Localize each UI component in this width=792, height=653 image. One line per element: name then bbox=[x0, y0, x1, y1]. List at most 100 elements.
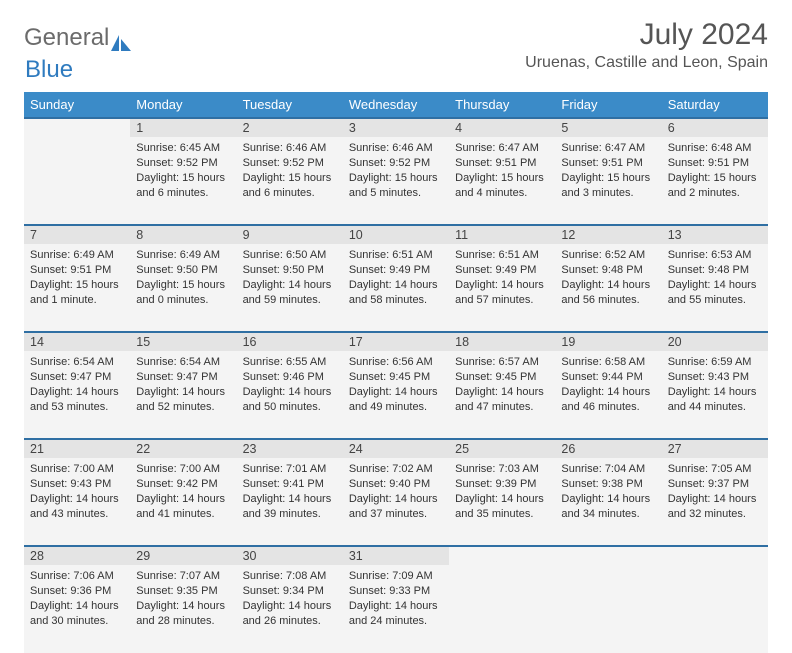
daylight-line: Daylight: 14 hours and 58 minutes. bbox=[349, 278, 443, 308]
daylight-line: Daylight: 14 hours and 57 minutes. bbox=[455, 278, 549, 308]
sunrise-line: Sunrise: 6:45 AM bbox=[136, 141, 230, 156]
sunset-line: Sunset: 9:37 PM bbox=[668, 477, 762, 492]
day-number: 13 bbox=[662, 225, 768, 244]
empty-details bbox=[449, 565, 555, 653]
location: Uruenas, Castille and Leon, Spain bbox=[525, 54, 768, 72]
daylight-line: Daylight: 14 hours and 41 minutes. bbox=[136, 492, 230, 522]
day-number: 12 bbox=[555, 225, 661, 244]
calendar-table: Sunday Monday Tuesday Wednesday Thursday… bbox=[24, 92, 768, 653]
daylight-line: Daylight: 15 hours and 3 minutes. bbox=[561, 171, 655, 201]
daylight-line: Daylight: 15 hours and 1 minute. bbox=[30, 278, 124, 308]
day-details: Sunrise: 6:58 AMSunset: 9:44 PMDaylight:… bbox=[555, 351, 661, 439]
day-number: 5 bbox=[555, 118, 661, 137]
daylight-line: Daylight: 14 hours and 30 minutes. bbox=[30, 599, 124, 629]
week-details-row: Sunrise: 6:54 AMSunset: 9:47 PM Daylight:… bbox=[24, 351, 768, 439]
sunrise-line: Sunrise: 6:52 AM bbox=[561, 248, 655, 263]
day-number: 3 bbox=[343, 118, 449, 137]
title-block: July 2024 Uruenas, Castille and Leon, Sp… bbox=[525, 18, 768, 72]
sunset-line: Sunset: 9:47 PM bbox=[136, 370, 230, 385]
daylight-line: Daylight: 14 hours and 35 minutes. bbox=[455, 492, 549, 522]
sunset-line: Sunset: 9:43 PM bbox=[668, 370, 762, 385]
empty-daynum bbox=[662, 546, 768, 565]
sunrise-line: Sunrise: 6:57 AM bbox=[455, 355, 549, 370]
sunset-line: Sunset: 9:50 PM bbox=[243, 263, 337, 278]
sunset-line: Sunset: 9:42 PM bbox=[136, 477, 230, 492]
day-details: Sunrise: 6:49 AMSunset: 9:50 PMDaylight:… bbox=[130, 244, 236, 332]
day-details: Sunrise: 6:51 AMSunset: 9:49 PMDaylight:… bbox=[343, 244, 449, 332]
logo-sail-icon bbox=[111, 30, 131, 46]
sunrise-line: Sunrise: 7:07 AM bbox=[136, 569, 230, 584]
weekday-header: Sunday bbox=[24, 92, 130, 118]
weekday-header: Tuesday bbox=[237, 92, 343, 118]
daylight-line: Daylight: 14 hours and 55 minutes. bbox=[668, 278, 762, 308]
daylight-line: Daylight: 14 hours and 24 minutes. bbox=[349, 599, 443, 629]
day-details: Sunrise: 6:51 AMSunset: 9:49 PMDaylight:… bbox=[449, 244, 555, 332]
daylight-line: Daylight: 14 hours and 59 minutes. bbox=[243, 278, 337, 308]
daylight-line: Daylight: 14 hours and 39 minutes. bbox=[243, 492, 337, 522]
day-number: 19 bbox=[555, 332, 661, 351]
sunset-line: Sunset: 9:52 PM bbox=[136, 156, 230, 171]
daylight-line: Daylight: 14 hours and 43 minutes. bbox=[30, 492, 124, 522]
sunset-line: Sunset: 9:36 PM bbox=[30, 584, 124, 599]
sunset-line: Sunset: 9:45 PM bbox=[455, 370, 549, 385]
sunrise-line: Sunrise: 7:09 AM bbox=[349, 569, 443, 584]
sunrise-line: Sunrise: 6:50 AM bbox=[243, 248, 337, 263]
day-number: 28 bbox=[24, 546, 130, 565]
empty-daynum bbox=[24, 118, 130, 137]
sunrise-line: Sunrise: 7:00 AM bbox=[30, 462, 124, 477]
sunset-line: Sunset: 9:51 PM bbox=[455, 156, 549, 171]
daylight-line: Daylight: 15 hours and 5 minutes. bbox=[349, 171, 443, 201]
weekday-header: Wednesday bbox=[343, 92, 449, 118]
day-number: 6 bbox=[662, 118, 768, 137]
day-number: 16 bbox=[237, 332, 343, 351]
day-details: Sunrise: 6:47 AMSunset: 9:51 PMDaylight:… bbox=[555, 137, 661, 225]
logo-word1: General bbox=[24, 24, 109, 52]
day-details: Sunrise: 6:47 AMSunset: 9:51 PMDaylight:… bbox=[449, 137, 555, 225]
week-daynum-row: 21222324252627 bbox=[24, 439, 768, 458]
weekday-header: Monday bbox=[130, 92, 236, 118]
sunrise-line: Sunrise: 6:54 AM bbox=[136, 355, 230, 370]
sunset-line: Sunset: 9:40 PM bbox=[349, 477, 443, 492]
sunset-line: Sunset: 9:50 PM bbox=[136, 263, 230, 278]
daylight-line: Daylight: 14 hours and 50 minutes. bbox=[243, 385, 337, 415]
sunrise-line: Sunrise: 6:58 AM bbox=[561, 355, 655, 370]
daylight-line: Daylight: 15 hours and 6 minutes. bbox=[136, 171, 230, 201]
day-details: Sunrise: 7:04 AMSunset: 9:38 PMDaylight:… bbox=[555, 458, 661, 546]
sunrise-line: Sunrise: 6:49 AM bbox=[136, 248, 230, 263]
sunset-line: Sunset: 9:51 PM bbox=[668, 156, 762, 171]
sunrise-line: Sunrise: 6:48 AM bbox=[668, 141, 762, 156]
day-details: Sunrise: 7:03 AMSunset: 9:39 PMDaylight:… bbox=[449, 458, 555, 546]
empty-details bbox=[662, 565, 768, 653]
sunset-line: Sunset: 9:41 PM bbox=[243, 477, 337, 492]
daylight-line: Daylight: 14 hours and 37 minutes. bbox=[349, 492, 443, 522]
day-number: 22 bbox=[130, 439, 236, 458]
sunrise-line: Sunrise: 6:47 AM bbox=[455, 141, 549, 156]
day-number: 10 bbox=[343, 225, 449, 244]
week-daynum-row: 78910111213 bbox=[24, 225, 768, 244]
day-number: 31 bbox=[343, 546, 449, 565]
sunrise-line: Sunrise: 6:46 AM bbox=[349, 141, 443, 156]
weekday-header: Friday bbox=[555, 92, 661, 118]
day-number: 14 bbox=[24, 332, 130, 351]
day-details: Sunrise: 7:01 AMSunset: 9:41 PMDaylight:… bbox=[237, 458, 343, 546]
day-details: Sunrise: 6:55 AMSunset: 9:46 PMDaylight:… bbox=[237, 351, 343, 439]
day-number: 27 bbox=[662, 439, 768, 458]
day-number: 4 bbox=[449, 118, 555, 137]
day-details: Sunrise: 6:52 AMSunset: 9:48 PMDaylight:… bbox=[555, 244, 661, 332]
daylight-line: Daylight: 15 hours and 0 minutes. bbox=[136, 278, 230, 308]
weekday-header: Thursday bbox=[449, 92, 555, 118]
week-daynum-row: 123456 bbox=[24, 118, 768, 137]
day-number: 2 bbox=[237, 118, 343, 137]
sunrise-line: Sunrise: 6:49 AM bbox=[30, 248, 124, 263]
day-details: Sunrise: 6:54 AMSunset: 9:47 PMDaylight:… bbox=[24, 351, 130, 439]
day-details: Sunrise: 7:09 AMSunset: 9:33 PMDaylight:… bbox=[343, 565, 449, 653]
day-details: Sunrise: 6:57 AMSunset: 9:45 PMDaylight:… bbox=[449, 351, 555, 439]
week-daynum-row: 14151617181920 bbox=[24, 332, 768, 351]
daylight-line: Daylight: 14 hours and 44 minutes. bbox=[668, 385, 762, 415]
sunrise-line: Sunrise: 7:02 AM bbox=[349, 462, 443, 477]
sunrise-line: Sunrise: 6:53 AM bbox=[668, 248, 762, 263]
day-details: Sunrise: 7:05 AMSunset: 9:37 PMDaylight:… bbox=[662, 458, 768, 546]
week-details-row: Sunrise: 6:49 AMSunset: 9:51 PMDaylight:… bbox=[24, 244, 768, 332]
day-details: Sunrise: 6:56 AMSunset: 9:45 PMDaylight:… bbox=[343, 351, 449, 439]
sunset-line: Sunset: 9:39 PM bbox=[455, 477, 549, 492]
